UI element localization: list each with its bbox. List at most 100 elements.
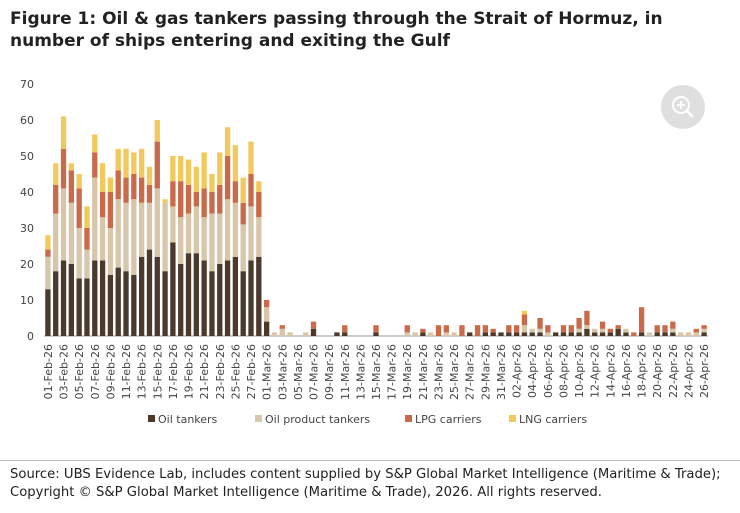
bar-segment [76, 188, 82, 228]
x-tick-label: 19-Feb-26 [183, 344, 196, 399]
bar-segment [513, 325, 520, 333]
bar-segment [654, 325, 660, 333]
bar-segment [537, 318, 543, 329]
bar-segment [670, 321, 676, 329]
bar-segment [170, 206, 176, 243]
bar-segment [162, 202, 168, 272]
bar-segment [310, 321, 317, 329]
legend-label: Oil tankers [158, 413, 218, 426]
bar-segment [201, 260, 207, 336]
bar-segment [84, 206, 90, 228]
bar-segment [92, 134, 98, 153]
bar-segment [170, 181, 176, 207]
bar-segment [615, 328, 621, 336]
bar-segment [217, 184, 223, 214]
bar-segment [240, 224, 246, 272]
bar-segment [201, 152, 207, 189]
bar-segment [701, 332, 707, 336]
bar-segment [568, 325, 574, 333]
bar-segment [99, 192, 106, 218]
y-tick-label: 0 [27, 330, 34, 343]
bar-segment [68, 170, 74, 203]
bar-segment [45, 289, 51, 336]
bar-segment [185, 184, 192, 214]
bar-segment [123, 177, 129, 203]
bar-segment [248, 260, 254, 336]
x-tick-label: 05-Mar-26 [292, 344, 305, 400]
bar-segment [193, 192, 199, 207]
legend-label: Oil product tankers [265, 413, 370, 426]
bar-segment [451, 332, 457, 336]
bar-segment [60, 116, 67, 149]
bar-segment [428, 332, 434, 336]
x-tick-label: 18-Apr-26 [636, 344, 649, 398]
bar-segment [256, 192, 262, 218]
bar-segment [115, 148, 121, 171]
bar-segment [240, 271, 246, 336]
bar-segment [521, 332, 528, 336]
bar-segment [146, 249, 153, 336]
legend-swatch [148, 415, 155, 422]
bar-segment [373, 332, 379, 336]
x-tick-label: 15-Feb-26 [151, 344, 164, 399]
y-tick-label: 10 [20, 294, 34, 307]
bar-segment [92, 152, 98, 178]
y-tick-label: 20 [20, 258, 34, 271]
y-tick-label: 40 [20, 186, 34, 199]
bar-segment [138, 202, 145, 257]
bar-segment [185, 213, 192, 254]
bar-segment [76, 228, 82, 279]
legend-swatch [255, 415, 262, 422]
y-tick-label: 30 [20, 222, 34, 235]
bar-segment [529, 332, 535, 336]
bar-segment [131, 152, 137, 174]
bar-segment [240, 177, 246, 203]
bar-segment [209, 271, 215, 336]
bar-segment [576, 318, 582, 329]
bar-segment [232, 145, 239, 182]
bar-segment [342, 332, 348, 336]
bar-segment [162, 199, 168, 203]
bar-segment [560, 332, 567, 336]
bar-segment [568, 332, 574, 336]
bar-segment [498, 332, 504, 336]
bar-segment [404, 325, 410, 333]
bar-segment [443, 332, 449, 336]
bar-segment [123, 202, 129, 272]
x-tick-label: 11-Mar-26 [339, 344, 352, 400]
bar-segment [467, 332, 473, 336]
x-tick-label: 12-Apr-26 [589, 344, 602, 398]
bar-segment [232, 181, 239, 203]
x-tick-label: 21-Feb-26 [198, 344, 211, 399]
bar-segment [84, 228, 90, 250]
bar-segment [623, 328, 629, 333]
bar-segment [107, 177, 114, 192]
bar-segment [185, 253, 192, 336]
bar-segment [115, 170, 121, 200]
bar-segment [287, 332, 293, 336]
bar-segment [576, 328, 582, 333]
bar-segment [263, 307, 270, 322]
zoom-icon[interactable] [661, 85, 705, 129]
bar-segment [537, 328, 543, 333]
bar-segment [279, 325, 285, 329]
bar-segment [209, 174, 215, 192]
bar-segment [178, 181, 184, 218]
legend-label: LNG carriers [519, 413, 587, 426]
bar-segment [76, 278, 82, 336]
x-tick-label: 02-Apr-26 [511, 344, 524, 398]
bar-segment [490, 328, 496, 333]
y-tick-label: 60 [20, 114, 34, 127]
bar-segment [53, 213, 59, 272]
x-tick-label: 04-Apr-26 [526, 344, 539, 398]
bar-segment [607, 328, 614, 333]
bar-segment [84, 249, 90, 279]
x-tick-label: 10-Apr-26 [573, 344, 586, 398]
bar-segment [146, 184, 153, 203]
bar-segment [178, 217, 184, 264]
bar-segment [420, 332, 426, 336]
legend-swatch [405, 415, 412, 422]
bar-segment [615, 325, 621, 329]
bar-segment [560, 325, 567, 333]
x-tick-label: 23-Feb-26 [214, 344, 227, 399]
